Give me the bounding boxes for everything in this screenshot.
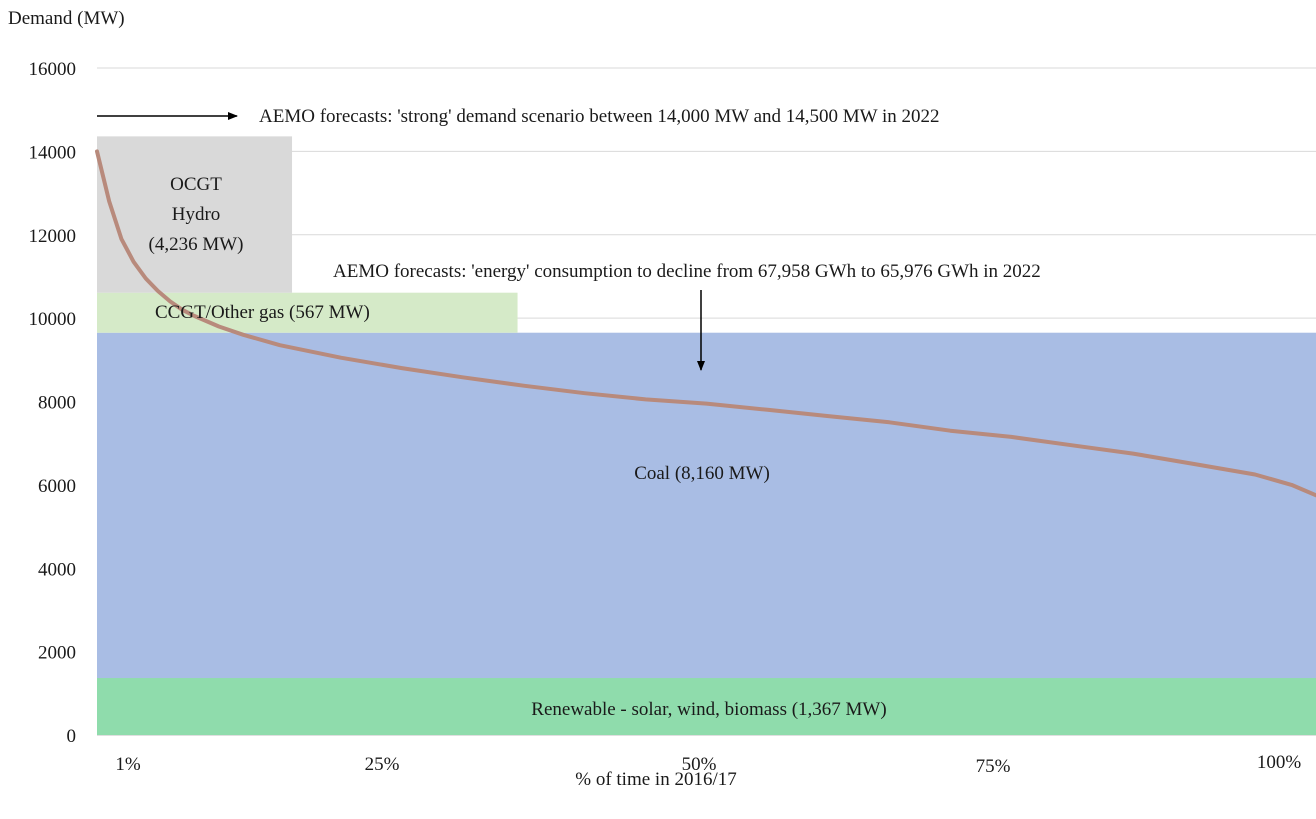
band-renewable (97, 678, 1316, 735)
band-labels: Renewable - solar, wind, biomass (1,367 … (149, 174, 887, 720)
y-axis-title: Demand (MW) (8, 8, 125, 29)
y-tick-label: 6000 (38, 476, 76, 497)
energy-consumption-annotation-text: AEMO forecasts: 'energy' consumption to … (333, 261, 1041, 282)
x-tick-label: 100% (1257, 752, 1302, 773)
y-tick-label: 12000 (29, 226, 77, 247)
strong-demand-annotation: AEMO forecasts: 'strong' demand scenario… (97, 106, 940, 127)
band-label-ocgt-hydro-line: Hydro (172, 204, 221, 225)
capacity-bands (97, 136, 1316, 735)
band-coal (97, 332, 1316, 679)
x-tick-label: 75% (976, 756, 1011, 777)
x-axis-title: % of time in 2016/17 (575, 769, 736, 790)
band-label-renewable: Renewable - solar, wind, biomass (1,367 … (531, 699, 886, 720)
y-tick-label: 4000 (38, 559, 76, 580)
y-tick-label: 8000 (38, 393, 76, 414)
y-tick-label: 10000 (29, 309, 77, 330)
x-tick-label: 1% (115, 754, 141, 775)
strong-demand-annotation-text: AEMO forecasts: 'strong' demand scenario… (259, 106, 940, 127)
band-label-ocgt-hydro-line: (4,236 MW) (149, 234, 244, 255)
y-tick-label: 0 (67, 726, 77, 747)
band-label-coal: Coal (8,160 MW) (634, 463, 770, 484)
band-ocgt-hydro (97, 136, 293, 293)
y-tick-label: 14000 (29, 142, 77, 163)
energy-consumption-annotation: AEMO forecasts: 'energy' consumption to … (333, 261, 1041, 371)
x-tick-label: 50% (682, 754, 717, 775)
x-axis-tick-labels: 1% 25% 50% 75% 100% (115, 752, 1301, 777)
band-label-ccgt: CCGT/Other gas (567 MW) (155, 302, 370, 323)
y-axis-tick-labels: 0 2000 4000 6000 8000 10000 12000 14000 16000 (29, 59, 77, 747)
demand-curve (95, 149, 1316, 498)
x-tick-label: 25% (365, 754, 400, 775)
band-label-ocgt-hydro-line: OCGT (170, 174, 222, 195)
y-tick-label: 2000 (38, 643, 76, 664)
y-tick-label: 16000 (29, 59, 77, 80)
demand-curve-line (95, 149, 1316, 498)
